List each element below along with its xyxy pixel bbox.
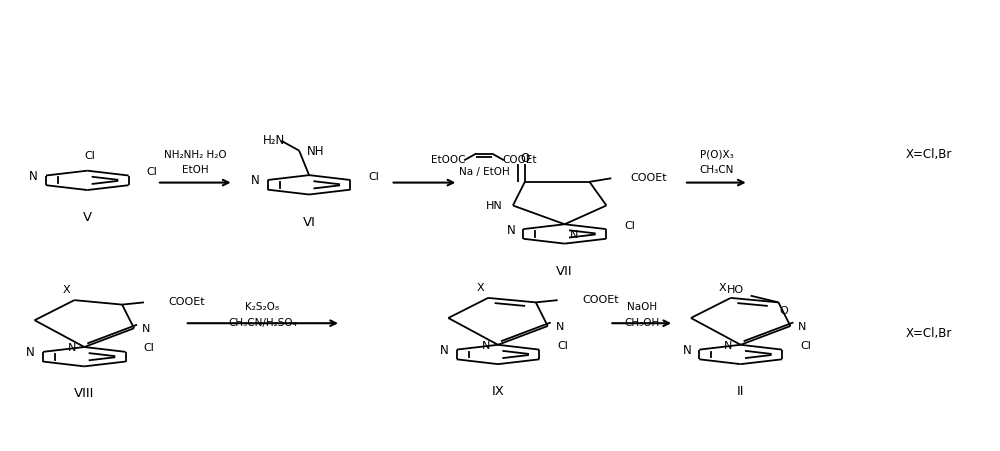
Text: COOEt: COOEt: [582, 295, 619, 304]
Text: V: V: [83, 211, 92, 224]
Text: N: N: [440, 343, 449, 356]
Text: NH₂NH₂ H₂O: NH₂NH₂ H₂O: [164, 149, 227, 159]
Text: X=Cl,Br: X=Cl,Br: [906, 326, 952, 339]
Text: VIII: VIII: [74, 387, 95, 400]
Text: X: X: [476, 282, 484, 292]
Text: K₂S₂O₈: K₂S₂O₈: [245, 302, 279, 312]
Text: N: N: [798, 321, 807, 331]
Text: Cl: Cl: [85, 150, 96, 160]
Text: Cl: Cl: [144, 343, 154, 353]
Text: Na / EtOH: Na / EtOH: [459, 167, 509, 177]
Text: COOEt: COOEt: [503, 155, 537, 165]
Text: X: X: [719, 282, 727, 292]
Text: P(O)X₃: P(O)X₃: [700, 149, 734, 159]
Text: N: N: [724, 340, 733, 350]
Text: EtOOC: EtOOC: [431, 155, 466, 165]
Text: N: N: [68, 342, 76, 352]
Text: COOEt: COOEt: [168, 297, 205, 307]
Text: N: N: [556, 321, 564, 331]
Text: Cl: Cl: [368, 171, 379, 181]
Text: N: N: [683, 343, 691, 356]
Text: X: X: [63, 284, 70, 295]
Text: CH₃OH: CH₃OH: [625, 318, 660, 327]
Text: O: O: [520, 152, 529, 165]
Text: COOEt: COOEt: [631, 173, 667, 183]
Text: Cl: Cl: [624, 220, 635, 230]
Text: HN: HN: [486, 201, 503, 211]
Text: H₂N: H₂N: [263, 133, 285, 147]
Text: CH₃CN/H₂SO₄: CH₃CN/H₂SO₄: [228, 318, 297, 327]
Text: N: N: [29, 170, 38, 183]
Text: N: N: [26, 345, 35, 359]
Text: II: II: [737, 384, 744, 397]
Text: VII: VII: [556, 264, 573, 277]
Text: NH: NH: [307, 145, 325, 158]
Text: O: O: [779, 306, 788, 316]
Text: X=Cl,Br: X=Cl,Br: [906, 148, 952, 161]
Text: N: N: [251, 174, 260, 187]
Text: Cl: Cl: [557, 341, 568, 350]
Text: Cl: Cl: [147, 167, 157, 177]
Text: N: N: [142, 323, 150, 334]
Text: N: N: [482, 340, 490, 350]
Text: N: N: [570, 229, 578, 239]
Text: IX: IX: [492, 384, 504, 397]
Text: EtOH: EtOH: [182, 165, 209, 175]
Text: CH₃CN: CH₃CN: [700, 165, 734, 175]
Text: N: N: [507, 223, 515, 236]
Text: VI: VI: [303, 215, 316, 228]
Text: Cl: Cl: [800, 341, 811, 350]
Text: NaOH: NaOH: [627, 302, 657, 312]
Text: HO: HO: [727, 284, 744, 295]
